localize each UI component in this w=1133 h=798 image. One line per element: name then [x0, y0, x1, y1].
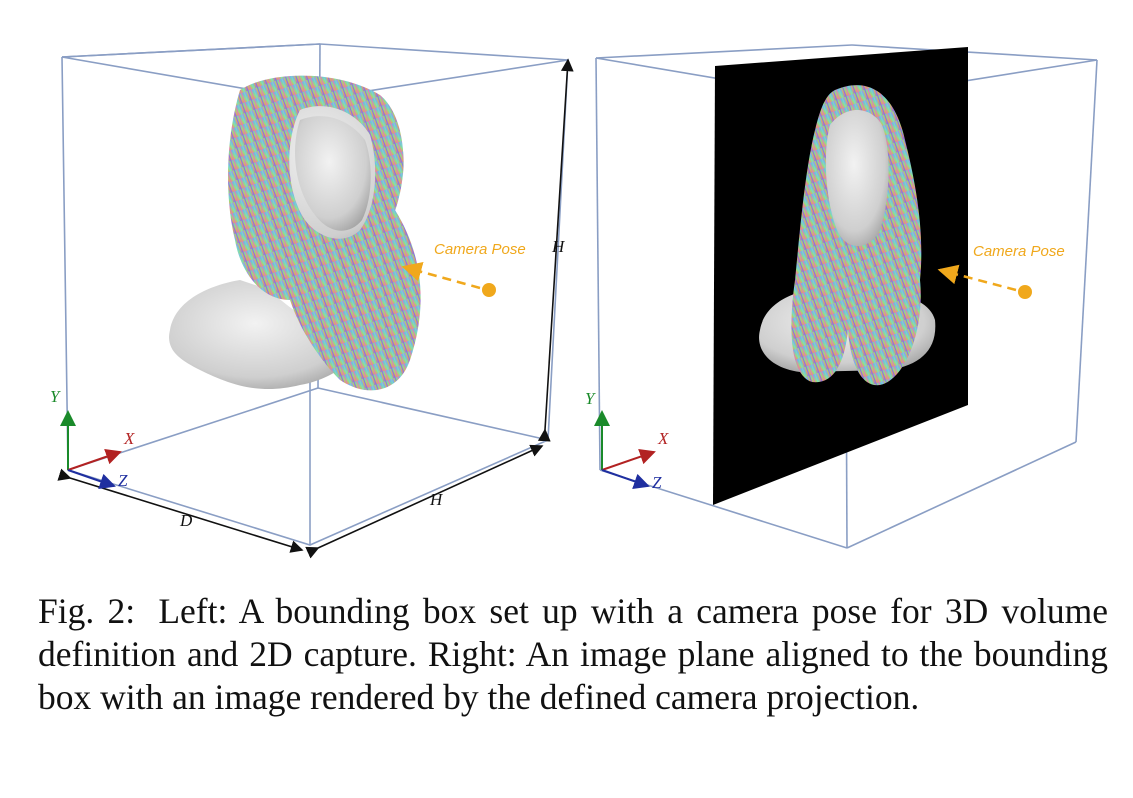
coordinate-axes: Y X Z [50, 387, 135, 490]
camera-direction-arrow [401, 262, 481, 290]
figure-label: Fig. 2: [38, 591, 136, 631]
camera-pose-indicator: Camera Pose [937, 243, 1065, 299]
x-axis-label: X [123, 429, 135, 448]
y-axis-label: Y [585, 389, 596, 408]
coordinate-axes: Y X Z [585, 389, 669, 492]
left-panel: Camera Pose H D H Y X Z [50, 43, 574, 559]
figure-caption: Fig. 2: Left: A bounding box set up with… [38, 590, 1108, 719]
camera-pose-indicator: Camera Pose [401, 241, 526, 297]
dimension-annotations: H D H [57, 58, 574, 559]
height-label-right: H [551, 237, 566, 256]
height-dimension-line [537, 58, 574, 442]
x-axis-arrow [67, 449, 122, 471]
right-panel: Camera Pose Y X Z [585, 44, 1098, 549]
x-axis-label: X [657, 429, 669, 448]
camera-direction-arrow [937, 264, 1017, 292]
depth-label: D [179, 511, 193, 530]
figure-2: Camera Pose H D H Y X Z [50, 43, 1098, 559]
caption-text: Left: A bounding box set up with a camer… [38, 591, 1108, 717]
depth-dimension-line [57, 468, 304, 553]
camera-pose-label: Camera Pose [434, 241, 526, 258]
rendered-hair-image [759, 85, 936, 386]
hair-bust-model [169, 75, 421, 391]
z-axis-arrow [601, 469, 650, 489]
width-dimension-line [305, 444, 544, 559]
camera-dot [482, 283, 496, 297]
z-axis-label: Z [652, 473, 662, 492]
camera-pose-label: Camera Pose [973, 243, 1065, 260]
camera-dot [1018, 285, 1032, 299]
y-axis-label: Y [50, 387, 61, 406]
z-axis-arrow [67, 469, 116, 489]
z-axis-label: Z [118, 471, 128, 490]
x-axis-arrow [601, 449, 656, 471]
height-label-bottom: H [429, 490, 444, 509]
